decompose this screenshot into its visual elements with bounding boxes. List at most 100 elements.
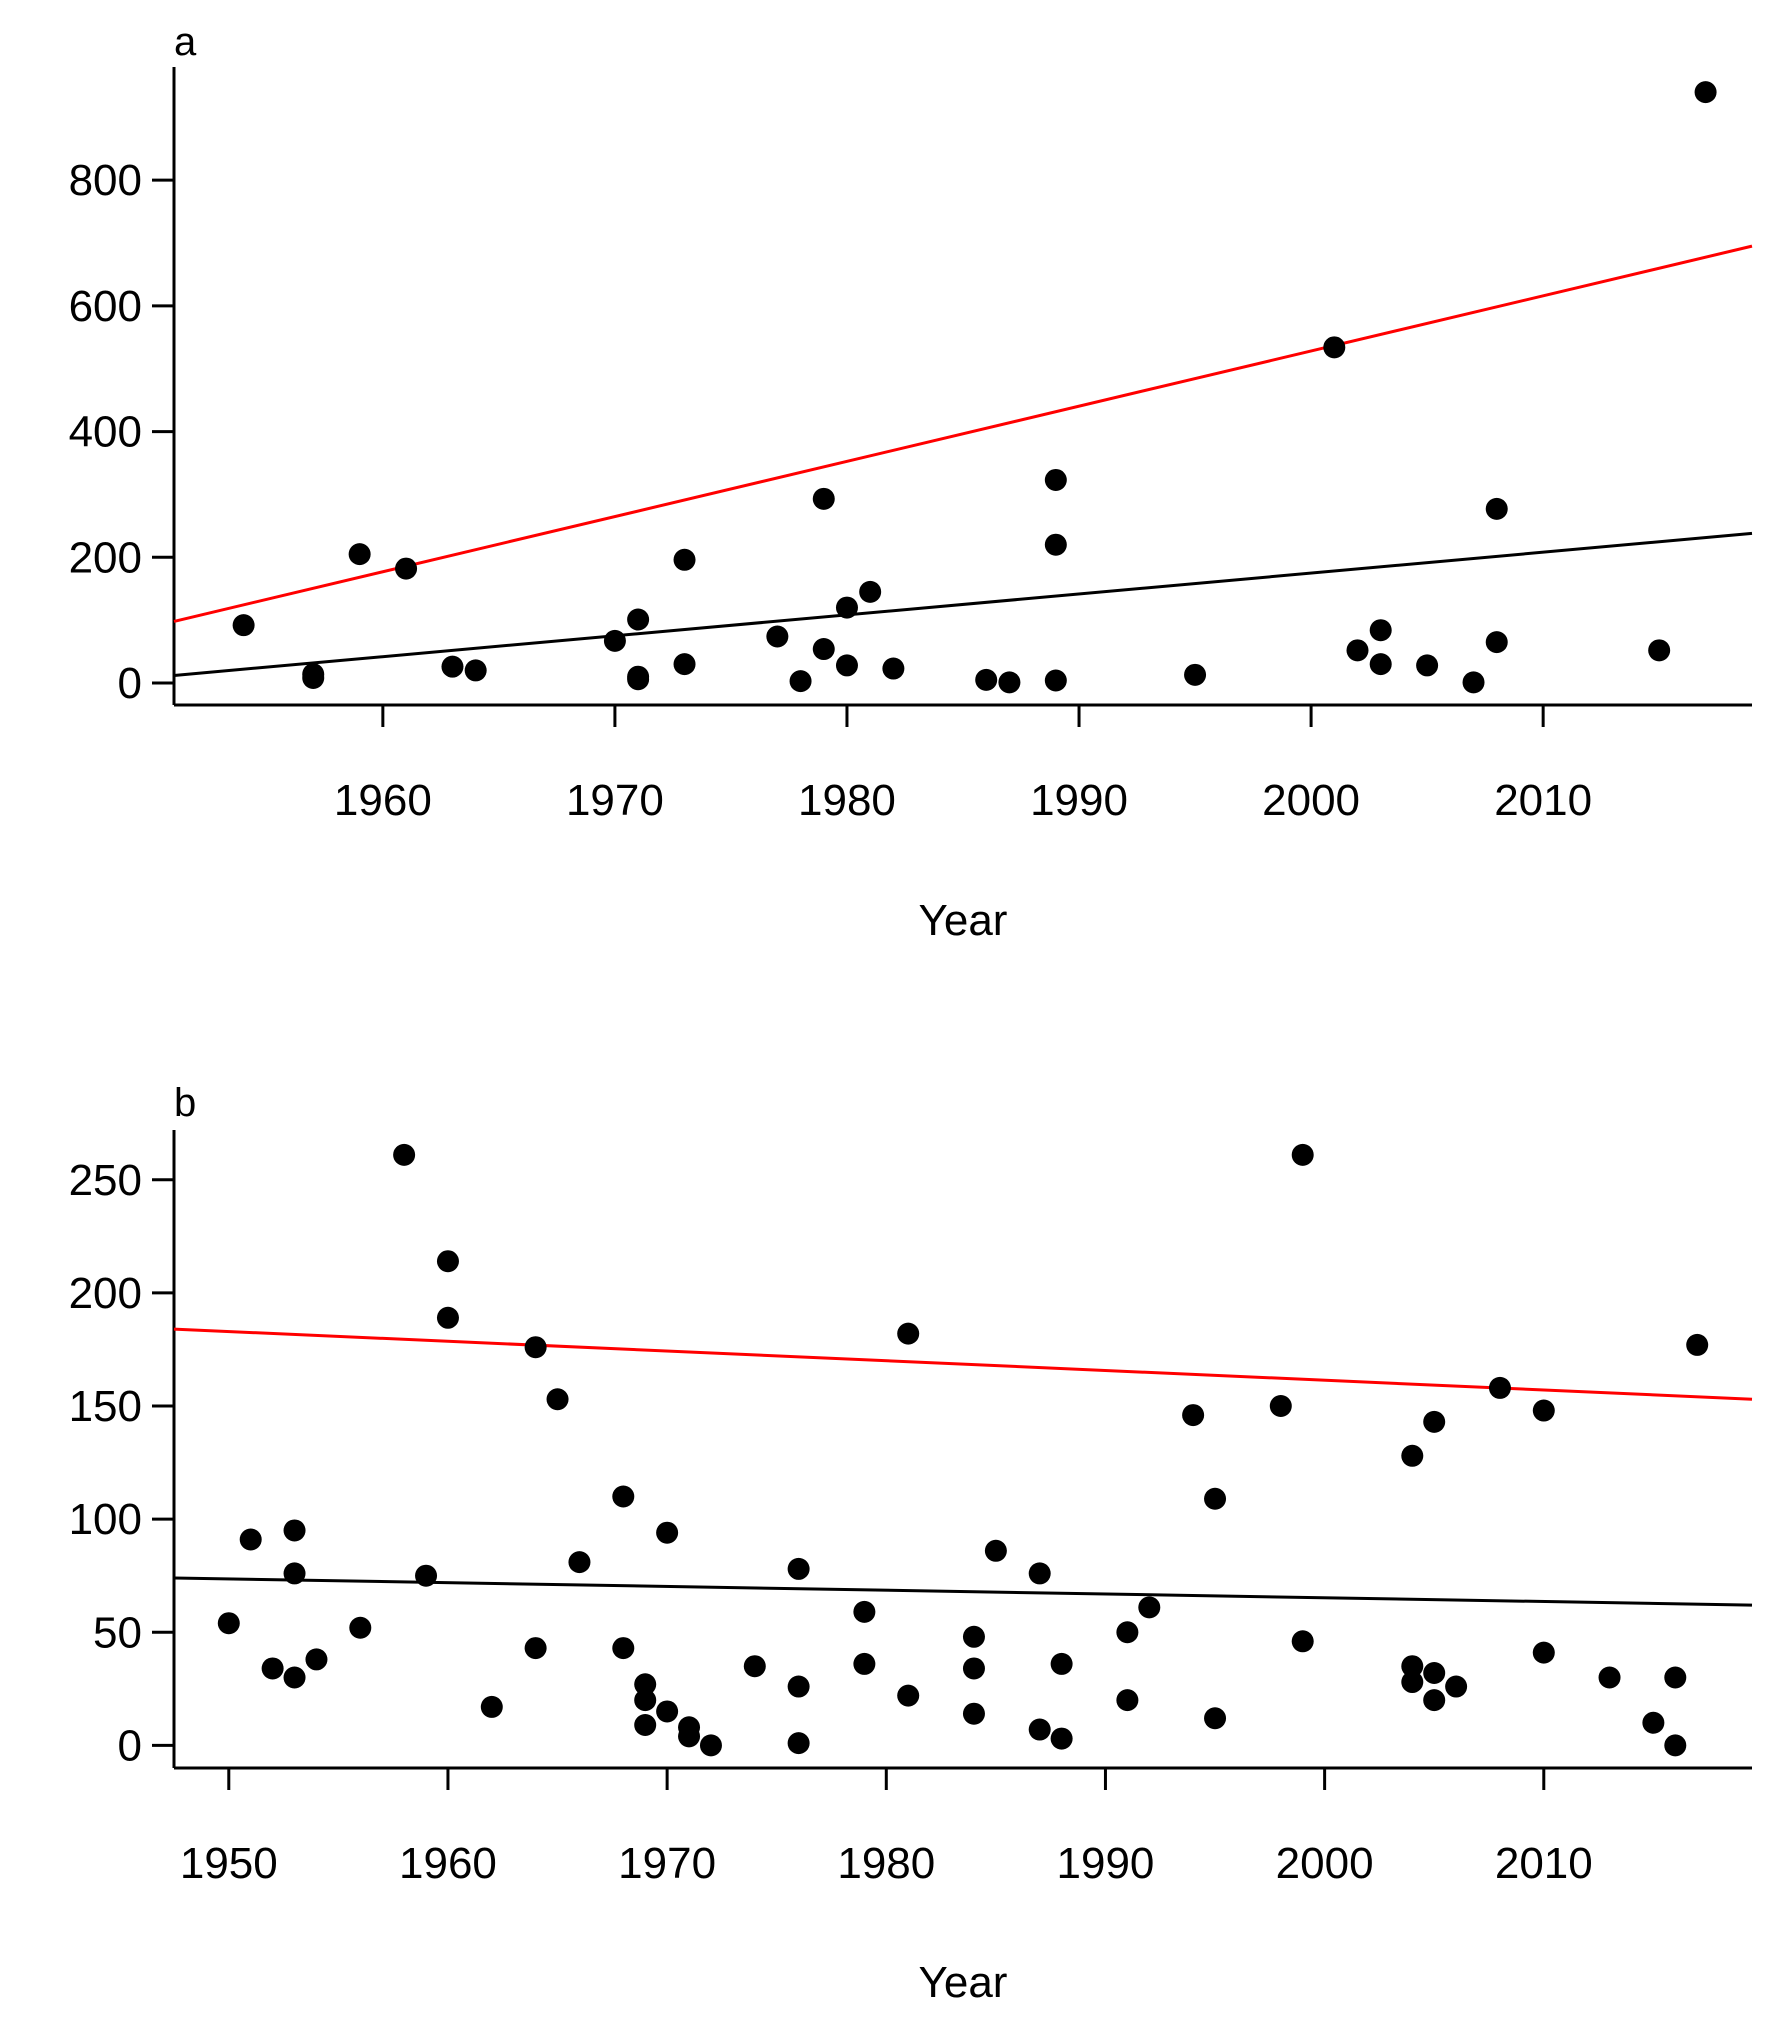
- x-tick-label: 1990: [1057, 1839, 1155, 1888]
- data-point: [859, 580, 882, 603]
- y-tick-label: 600: [69, 282, 142, 331]
- data-point: [835, 596, 858, 619]
- data-point: [1401, 1444, 1424, 1467]
- x-tick-label: 1960: [334, 776, 432, 825]
- data-point: [1532, 1399, 1555, 1422]
- data-point: [882, 657, 905, 680]
- data-point: [1423, 1410, 1446, 1433]
- data-point: [1028, 1562, 1051, 1585]
- data-point: [812, 487, 835, 510]
- data-point: [1423, 1689, 1446, 1712]
- data-point: [283, 1519, 306, 1542]
- data-point: [984, 1539, 1007, 1562]
- x-tick-label: 1970: [566, 776, 664, 825]
- panel-letter: b: [174, 1081, 196, 1125]
- data-point: [656, 1521, 679, 1544]
- data-point: [835, 654, 858, 677]
- data-point: [1044, 669, 1067, 692]
- data-point: [853, 1652, 876, 1675]
- data-point: [217, 1612, 240, 1635]
- data-point: [1648, 639, 1671, 662]
- data-point: [1598, 1666, 1621, 1689]
- data-point: [415, 1564, 438, 1587]
- data-point: [612, 1637, 635, 1660]
- black-trend-line: [173, 1576, 1753, 1607]
- data-point: [1686, 1333, 1709, 1356]
- data-point: [678, 1725, 701, 1748]
- panel-letter: a: [174, 20, 197, 64]
- data-point: [261, 1657, 284, 1680]
- data-point: [1401, 1671, 1424, 1694]
- data-point: [1044, 468, 1067, 491]
- data-point: [789, 670, 812, 693]
- data-point: [1346, 639, 1369, 662]
- data-point: [627, 668, 650, 691]
- data-point: [812, 638, 835, 661]
- data-point: [1050, 1652, 1073, 1675]
- data-point: [1269, 1395, 1292, 1418]
- data-point: [1664, 1734, 1687, 1757]
- data-point: [480, 1695, 503, 1718]
- x-tick-label: 1960: [399, 1839, 497, 1888]
- data-point: [1694, 81, 1717, 104]
- data-point: [393, 1143, 416, 1166]
- data-point: [897, 1322, 920, 1345]
- data-point: [743, 1655, 766, 1678]
- data-point: [464, 659, 487, 682]
- data-point: [1291, 1143, 1314, 1166]
- panel-a: a 0 200 400 600 800 1960 1970 1980 1990 2000 2010 Ye…: [69, 20, 1753, 945]
- y-tick-label: 100: [69, 1495, 142, 1544]
- data-point: [1445, 1675, 1468, 1698]
- data-point: [1664, 1666, 1687, 1689]
- data-point: [699, 1734, 722, 1757]
- data-point: [787, 1675, 810, 1698]
- data-point: [283, 1562, 306, 1585]
- data-point: [349, 1616, 372, 1639]
- data-point: [962, 1702, 985, 1725]
- data-point: [1323, 336, 1346, 359]
- data-point: [634, 1714, 657, 1737]
- y-tick-label: 0: [118, 1721, 142, 1770]
- data-point: [441, 655, 464, 678]
- data-point: [1401, 1655, 1424, 1678]
- x-tick-label: 2000: [1262, 776, 1360, 825]
- x-tick-label: 1980: [837, 1839, 935, 1888]
- data-point: [1642, 1711, 1665, 1734]
- data-point: [524, 1637, 547, 1660]
- data-point: [1291, 1630, 1314, 1653]
- data-point: [656, 1700, 679, 1723]
- data-point: [1369, 653, 1392, 676]
- data-point: [1488, 1376, 1511, 1399]
- data-point: [673, 653, 696, 676]
- data-point: [348, 543, 371, 566]
- data-point: [302, 666, 325, 689]
- data-point: [787, 1732, 810, 1755]
- data-point: [395, 557, 418, 580]
- data-point: [1116, 1689, 1139, 1712]
- data-point: [1204, 1487, 1227, 1510]
- x-axis-title: Year: [919, 896, 1008, 945]
- data-point: [1462, 671, 1485, 694]
- data-point: [1138, 1596, 1161, 1619]
- red-trend-line: [173, 244, 1753, 623]
- y-tick-label: 800: [69, 156, 142, 205]
- data-point: [1369, 619, 1392, 642]
- x-axis-title: Year: [919, 1958, 1008, 2007]
- data-point: [634, 1689, 657, 1712]
- y-tick-label: 50: [93, 1608, 142, 1657]
- data-point: [1485, 497, 1508, 520]
- y-tick-label: 0: [118, 659, 142, 708]
- y-tick-label: 250: [69, 1156, 142, 1205]
- data-point: [1044, 533, 1067, 556]
- data-point: [766, 625, 789, 648]
- data-point: [283, 1666, 306, 1689]
- data-point: [1182, 1404, 1205, 1427]
- data-point: [1416, 654, 1439, 677]
- data-point: [232, 614, 255, 637]
- data-point: [998, 671, 1021, 694]
- x-tick-label: 1950: [180, 1839, 278, 1888]
- x-tick-label: 1990: [1030, 776, 1128, 825]
- data-point: [546, 1388, 569, 1411]
- data-point: [436, 1306, 459, 1329]
